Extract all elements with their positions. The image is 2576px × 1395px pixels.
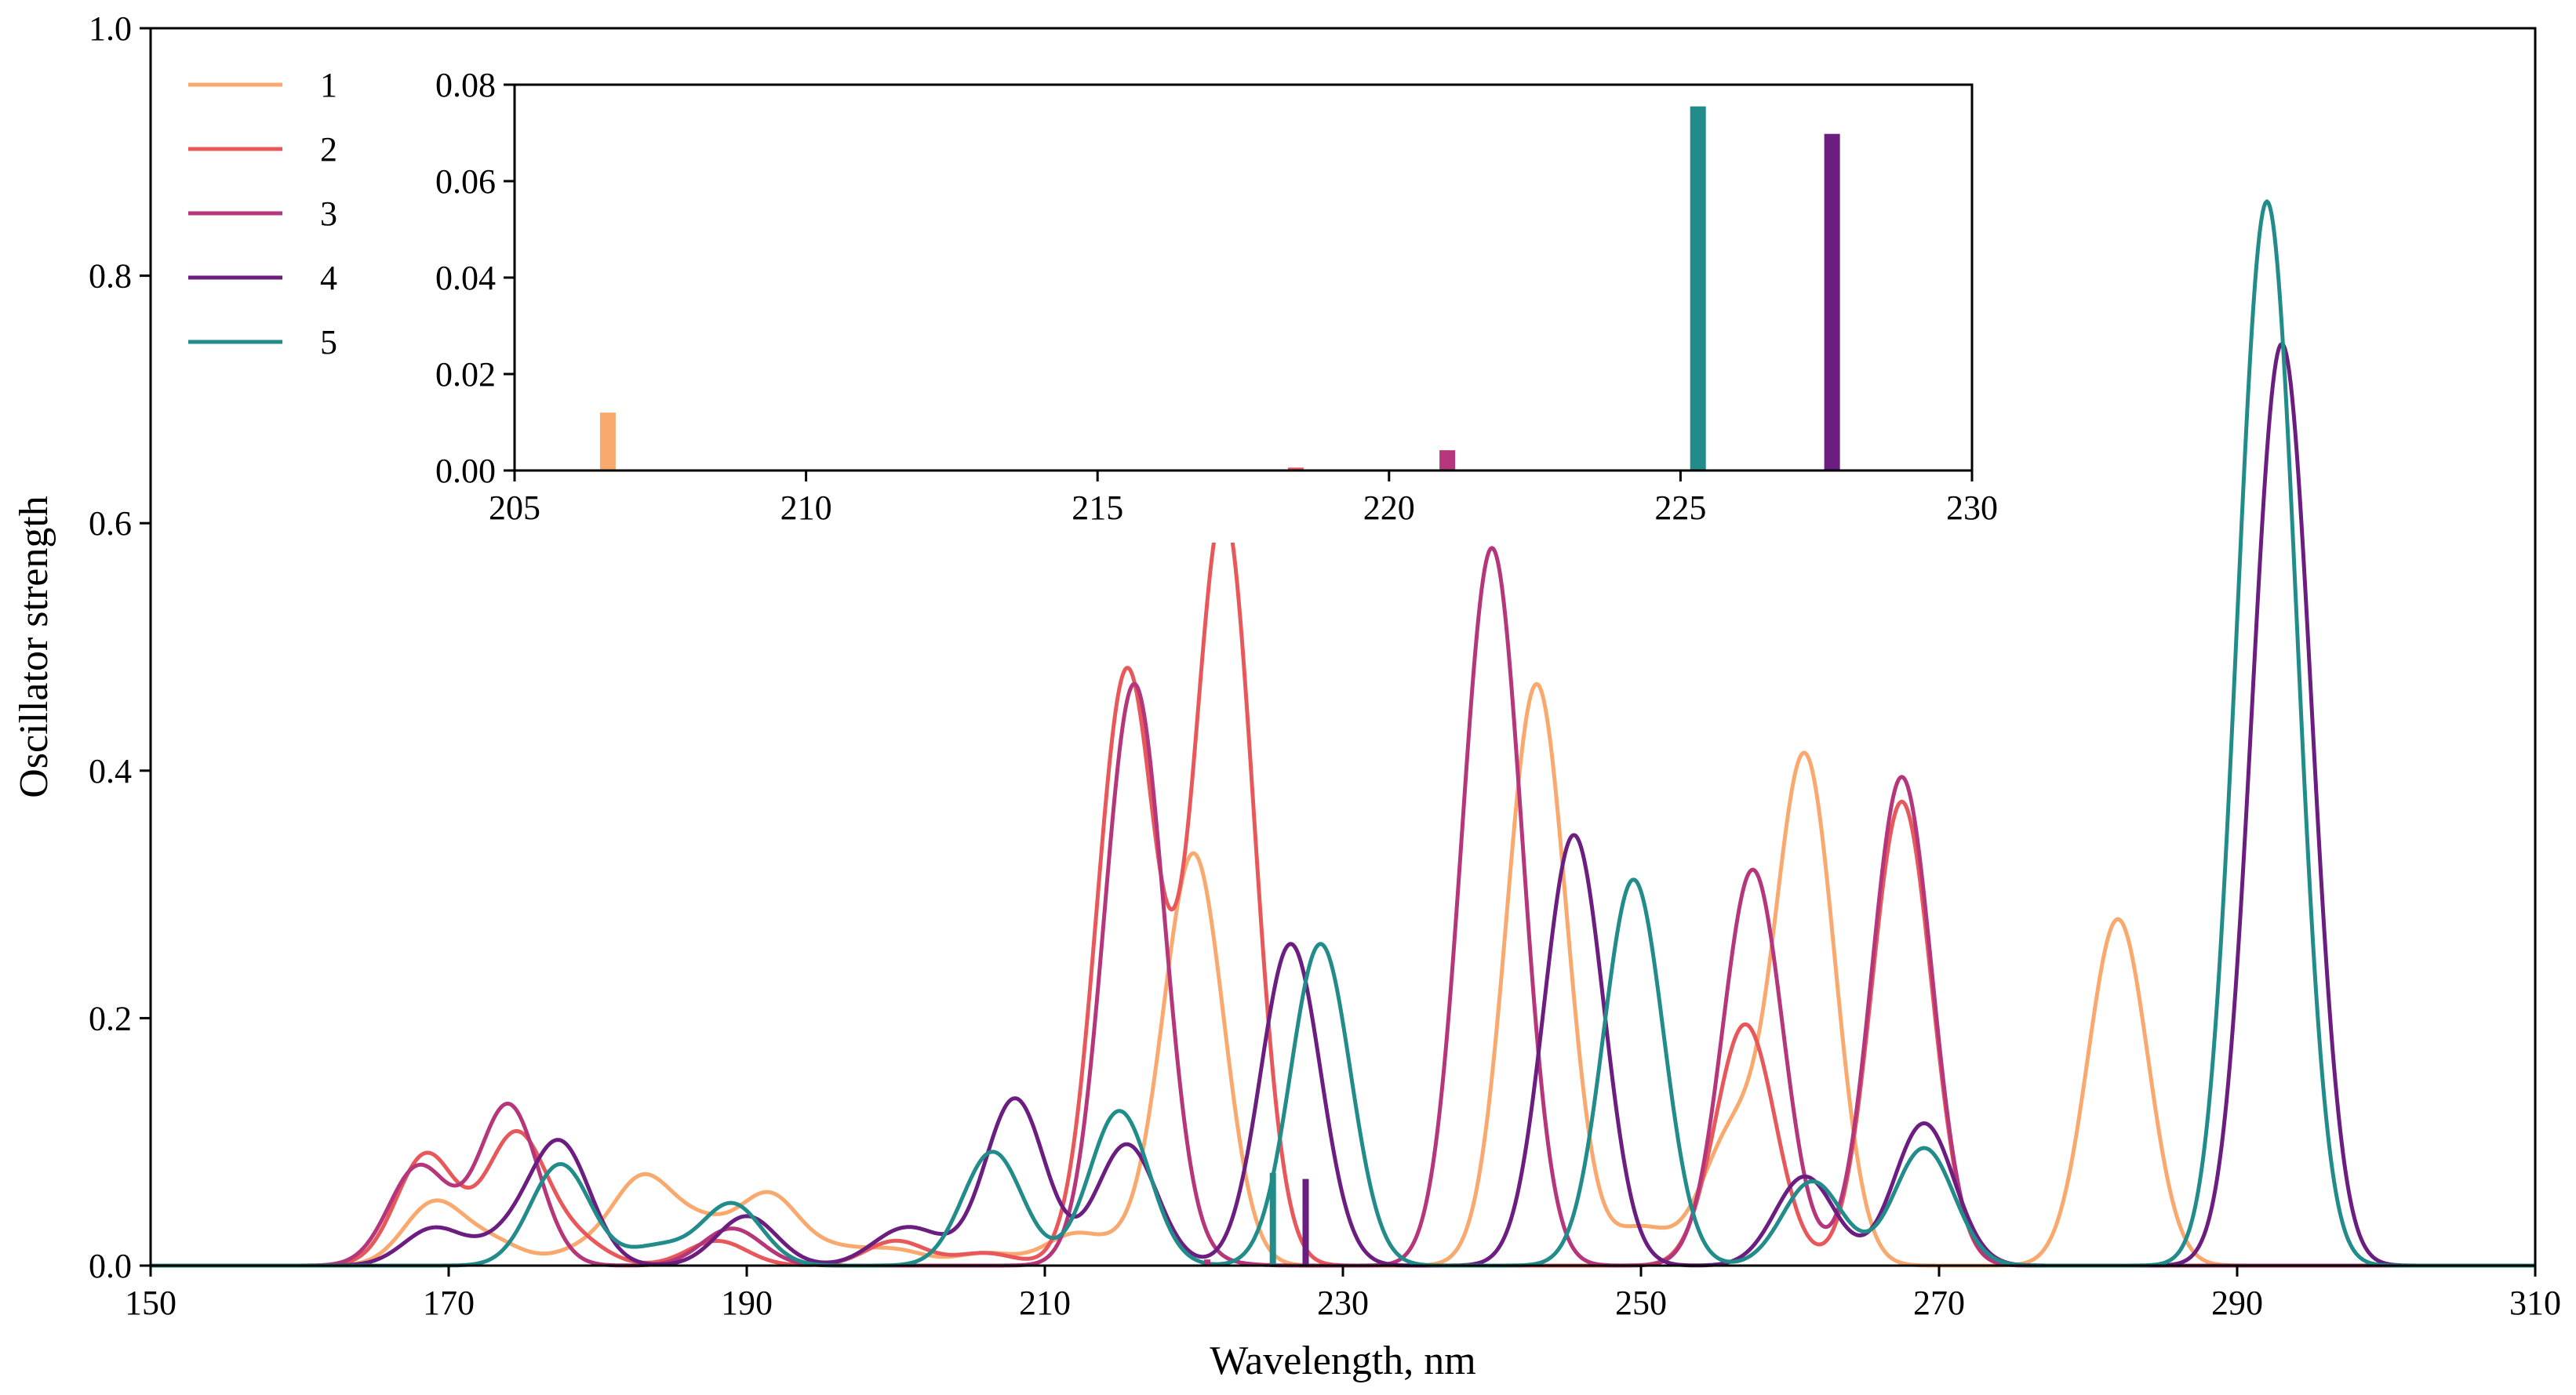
- y-tick-label: 0.2: [89, 999, 132, 1037]
- inset-bar-series-4: [1824, 133, 1840, 471]
- inset-bar-series-3: [1439, 450, 1456, 470]
- inset-bars: [599, 106, 1840, 471]
- x-tick-label: 230: [1317, 1284, 1369, 1322]
- inset-bar-series-1: [599, 412, 616, 470]
- inset-x-tick-label: 215: [1072, 489, 1123, 527]
- main-plot: 150 170 190 210 230 250 270 290 310 0.0 0.2 0.4 0.6…: [12, 9, 2561, 1383]
- x-axis-title: Wavelength, nm: [1210, 1339, 1476, 1383]
- y-tick-label: 0.0: [89, 1247, 132, 1285]
- inset-x-tick-label: 220: [1363, 489, 1415, 527]
- inset-x-tick-label: 205: [489, 489, 540, 527]
- legend: 1 2 3 4 5: [188, 66, 337, 361]
- legend-label-series-4: 4: [320, 259, 337, 297]
- x-tick-label: 210: [1019, 1284, 1071, 1322]
- y-tick-label: 0.8: [89, 257, 132, 296]
- x-tick-label: 310: [2509, 1284, 2561, 1322]
- y-tick-label: 1.0: [89, 9, 132, 48]
- main-y-axis: 0.0 0.2 0.4 0.6 0.8 1.0: [89, 9, 151, 1285]
- x-tick-label: 170: [423, 1284, 475, 1322]
- inset-y-axis: 0.00 0.02 0.04 0.06 0.08: [435, 66, 515, 490]
- legend-label-series-1: 1: [320, 66, 337, 104]
- inset-y-tick-label: 0.06: [435, 162, 496, 201]
- inset-bar-series-2: [1287, 467, 1304, 470]
- y-tick-label: 0.4: [89, 752, 132, 790]
- inset-x-tick-label: 225: [1654, 489, 1706, 527]
- inset-y-tick-label: 0.04: [435, 259, 496, 297]
- main-x-axis: 150 170 190 210 230 250 270 290 310: [125, 1266, 2561, 1322]
- inset-x-axis: 205 210 215 220 225 230: [489, 470, 1998, 527]
- x-tick-label: 190: [721, 1284, 773, 1322]
- legend-label-series-2: 2: [320, 130, 337, 169]
- legend-label-series-3: 3: [320, 194, 337, 233]
- inset-x-tick-label: 230: [1946, 489, 1998, 527]
- inset-plot: 205 210 215 220 225 230 0.00 0.02 0.04 0.06 0.08: [369, 56, 2003, 543]
- x-tick-label: 250: [1615, 1284, 1667, 1322]
- inset-y-tick-label: 0.02: [435, 355, 496, 394]
- inset-x-tick-label: 210: [780, 489, 832, 527]
- inset-y-tick-label: 0.00: [435, 452, 496, 490]
- y-tick-label: 0.6: [89, 504, 132, 543]
- inset-background: [369, 56, 2003, 543]
- inset-y-tick-label: 0.08: [435, 66, 496, 104]
- x-tick-label: 290: [2211, 1284, 2263, 1322]
- inset-bar-series-5: [1690, 106, 1706, 471]
- legend-label-series-5: 5: [320, 323, 337, 361]
- y-axis-title: Oscillator strength: [12, 496, 56, 798]
- x-tick-label: 270: [1913, 1284, 1965, 1322]
- x-tick-label: 150: [125, 1284, 176, 1322]
